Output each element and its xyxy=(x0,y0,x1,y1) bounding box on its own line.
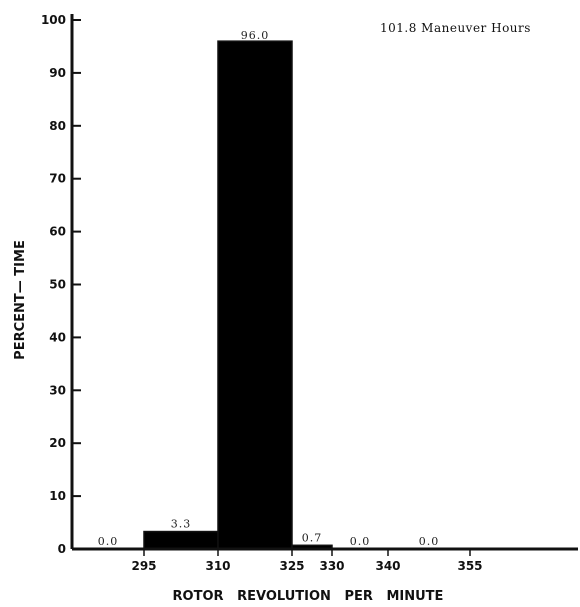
y-axis-title: PERCENT— TIME xyxy=(13,240,28,360)
y-tick-label: 20 xyxy=(49,436,66,450)
histogram-bar xyxy=(144,531,218,549)
x-tick-label: 330 xyxy=(319,559,344,573)
data-labels-group: 0.0 3.3 96.0 0.7 0.0 0.0 xyxy=(98,29,440,548)
y-tick-label: 0 xyxy=(58,542,66,556)
y-tick-label: 100 xyxy=(41,13,66,27)
x-tick-label: 355 xyxy=(457,559,482,573)
y-tick-label: 70 xyxy=(49,172,66,186)
y-tick-label: 60 xyxy=(49,225,66,239)
data-label: 96.0 xyxy=(241,29,270,42)
data-label: 0.0 xyxy=(350,535,371,548)
y-ticks-group: 0 10 20 30 40 50 60 70 80 90 100 xyxy=(41,13,81,556)
data-label: 0.0 xyxy=(98,535,119,548)
x-tick-label: 295 xyxy=(131,559,156,573)
y-tick-label: 90 xyxy=(49,66,66,80)
y-tick-label: 10 xyxy=(49,489,66,503)
data-label: 0.0 xyxy=(419,535,440,548)
y-tick-label: 40 xyxy=(49,330,66,344)
histogram-bar xyxy=(218,41,292,549)
data-label: 0.7 xyxy=(302,531,323,544)
y-tick-label: 80 xyxy=(49,119,66,133)
x-tick-label: 310 xyxy=(205,559,230,573)
chart-annotation: 101.8 Maneuver Hours xyxy=(380,21,531,35)
y-tick-label: 50 xyxy=(49,278,66,292)
x-axis-title: ROTOR REVOLUTION PER MINUTE xyxy=(173,589,444,604)
histogram-bar xyxy=(292,545,332,549)
y-tick-label: 30 xyxy=(49,383,66,397)
x-tick-label: 340 xyxy=(375,559,400,573)
x-ticks-group: 295 310 325 330 340 355 xyxy=(131,549,483,573)
data-label: 3.3 xyxy=(171,518,192,531)
bars-group xyxy=(143,40,333,550)
x-tick-label: 325 xyxy=(279,559,304,573)
